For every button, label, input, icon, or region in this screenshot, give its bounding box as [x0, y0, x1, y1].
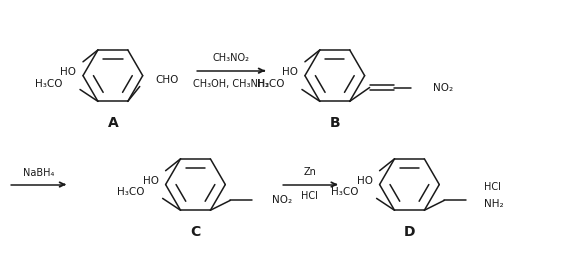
- Text: B: B: [329, 116, 340, 130]
- Text: NH₂: NH₂: [484, 199, 504, 209]
- Text: HCl: HCl: [302, 192, 318, 202]
- Text: CHO: CHO: [156, 75, 179, 85]
- Text: CH₃OH, CH₃NH₂: CH₃OH, CH₃NH₂: [193, 79, 270, 89]
- Text: NO₂: NO₂: [433, 83, 453, 93]
- Text: Zn: Zn: [303, 167, 316, 177]
- Text: HO: HO: [282, 67, 298, 77]
- Text: NO₂: NO₂: [272, 195, 292, 205]
- Text: H₃CO: H₃CO: [257, 79, 284, 88]
- Text: H₃CO: H₃CO: [331, 187, 358, 197]
- Text: HO: HO: [60, 67, 76, 77]
- Text: HCl: HCl: [484, 182, 501, 192]
- Text: H₃CO: H₃CO: [117, 187, 145, 197]
- Text: NaBH₄: NaBH₄: [23, 168, 54, 178]
- Text: C: C: [191, 225, 200, 239]
- Text: HO: HO: [357, 176, 372, 186]
- Text: D: D: [404, 225, 415, 239]
- Text: HO: HO: [142, 176, 159, 186]
- Text: CH₃NO₂: CH₃NO₂: [213, 53, 250, 63]
- Text: A: A: [107, 116, 118, 130]
- Text: H₃CO: H₃CO: [35, 79, 62, 88]
